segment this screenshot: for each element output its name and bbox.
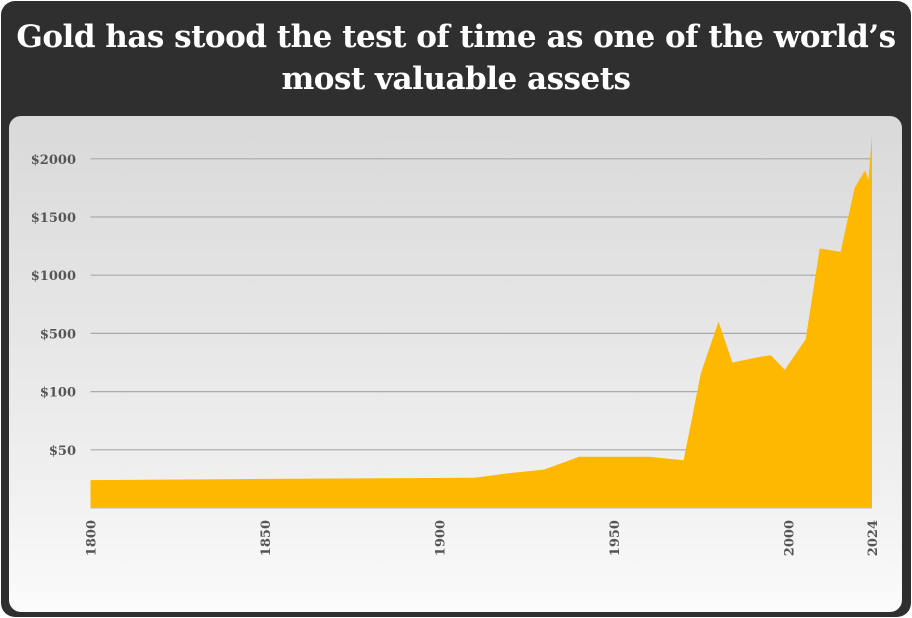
x-tick-label: 2000 <box>782 520 797 556</box>
chart-panel: $50 $100 $500 $1000 $1500 $2000 1800 1850 1900 19… <box>9 116 902 612</box>
y-tick-label: $1500 <box>31 211 76 226</box>
y-tick-label: $100 <box>40 386 76 401</box>
y-tick-label: $2000 <box>31 153 76 168</box>
x-tick-label: 2024 <box>866 520 881 556</box>
y-tick-label: $50 <box>49 444 76 459</box>
x-tick-label: 1850 <box>259 520 274 556</box>
y-tick-label: $1000 <box>31 269 76 284</box>
area-chart: $50 $100 $500 $1000 $1500 $2000 1800 1850 1900 19… <box>31 135 881 556</box>
x-tick-label: 1900 <box>433 520 448 556</box>
y-tick-label: $500 <box>40 327 76 342</box>
chart-title: Gold has stood the test of time as one o… <box>16 19 896 97</box>
x-tick-label: 1800 <box>85 520 100 556</box>
x-tick-label: 1950 <box>608 520 623 556</box>
gold-price-area <box>90 135 872 508</box>
